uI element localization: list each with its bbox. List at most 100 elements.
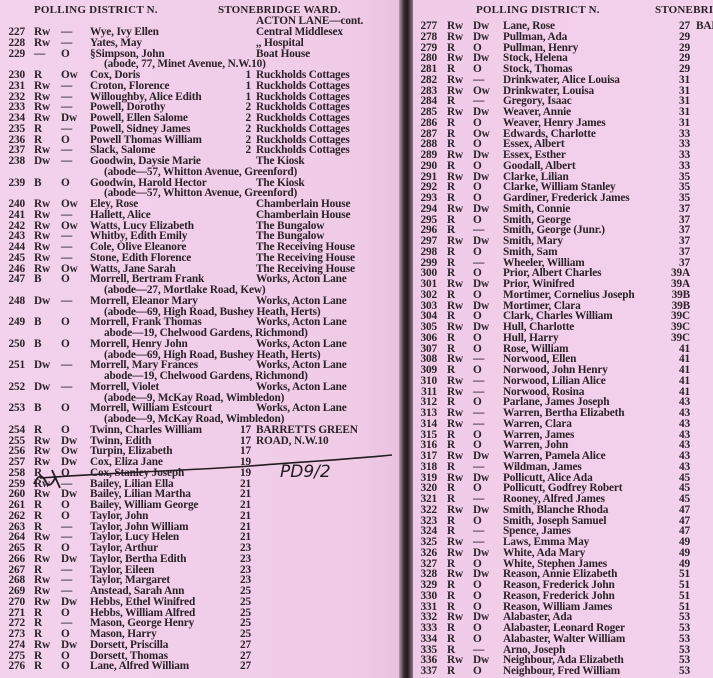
address: Works, Acton Lane — [256, 316, 347, 329]
entry-number: 275 — [8, 649, 26, 662]
qualification: Rw — [34, 198, 51, 210]
house-number: 21 — [240, 499, 251, 511]
house-number: 39B — [671, 288, 691, 301]
elector-name: Neighbour, Fred William — [503, 665, 620, 677]
elector-name: Anstead, Sarah Ann — [90, 585, 185, 597]
entry-number: 248 — [8, 294, 26, 307]
entry-number: 253 — [8, 402, 26, 415]
address: Ruckholds Cottages — [256, 144, 350, 157]
house-number: 25 — [240, 585, 251, 597]
elector-name: Weaver, Annie — [503, 106, 571, 118]
elector-name: Laws, Emma May — [503, 536, 590, 548]
qualification: O — [473, 245, 482, 258]
qualification: R — [447, 127, 456, 140]
qualification: — — [61, 477, 73, 490]
elector-name: Smith, George — [503, 213, 571, 226]
qualification: Ow — [61, 198, 78, 210]
qualification: Ow — [473, 84, 490, 97]
house-number: 43 — [679, 417, 690, 430]
entry-number: 234 — [8, 112, 26, 124]
qualification: Rw — [34, 531, 51, 544]
elector-name: Rooney, Alfred James — [503, 493, 605, 505]
elector-name: Taylor, Bertha Edith — [90, 552, 187, 565]
house-number: 27 — [679, 20, 690, 32]
house-number: 33 — [679, 149, 690, 161]
elector-name: Gregory, Isaac — [503, 95, 572, 108]
entry-number: 308 — [420, 353, 438, 366]
qualification: Ow — [473, 127, 490, 140]
house-number: 35 — [679, 181, 690, 194]
elector-name: Reason, William James — [503, 600, 613, 613]
qualification: Ow — [61, 445, 78, 458]
elector-name: Bailey, Lilian Ella — [90, 477, 174, 490]
elector-name: Pullman, Henry — [503, 41, 579, 54]
entry-number: 278 — [420, 30, 438, 43]
house-number: 39A — [670, 267, 690, 280]
qualification: — — [61, 563, 73, 576]
house-number: 37 — [679, 213, 690, 226]
entry-number: 254 — [8, 423, 26, 436]
qualification: O — [473, 267, 482, 280]
qualification: Dw — [61, 434, 78, 447]
entry-number: 318 — [420, 460, 438, 473]
qualification: R — [34, 509, 43, 522]
address: Boat House — [256, 47, 311, 60]
house-number: 33 — [679, 159, 690, 172]
qualification: O — [473, 138, 482, 151]
qualification: — — [473, 417, 485, 430]
entry-number: 306 — [420, 331, 438, 344]
qualification: R — [447, 288, 456, 301]
entry-number: 273 — [8, 628, 26, 640]
elector-name: Eley, Rose — [90, 198, 139, 210]
entry-number: 332 — [420, 611, 438, 624]
qualification: — — [61, 241, 73, 253]
house-number: 51 — [679, 600, 690, 613]
entry-number: 315 — [420, 428, 438, 441]
entry-number: 284 — [420, 95, 438, 108]
qualification: Rw — [34, 208, 51, 221]
house-number: 51 — [679, 579, 690, 591]
qualification: Rw — [447, 299, 464, 312]
qualification: Dw — [473, 202, 490, 215]
entry-number: 302 — [420, 288, 438, 301]
qualification: Dw — [34, 155, 51, 167]
entry-number: 267 — [8, 563, 26, 576]
qualification: R — [447, 665, 456, 677]
qualification: Dw — [34, 294, 51, 307]
qualification: R — [447, 460, 456, 473]
qualification: Dw — [61, 488, 78, 501]
house-number: 49 — [679, 557, 690, 570]
house-number: 29 — [679, 30, 690, 43]
elector-name: Morrell, Henry John — [90, 337, 188, 350]
elector-name: Prior, Winifred — [503, 278, 575, 290]
elector-name: Goodwin, Daysie Marie — [90, 155, 201, 167]
entry-number: 281 — [420, 63, 438, 75]
elector-name: Yates, May — [90, 36, 142, 49]
entry-number: 327 — [420, 557, 438, 570]
elector-name: Slack, Salome — [90, 144, 156, 157]
entry-number: 228 — [8, 36, 26, 49]
elector-name: Norwood, John Henry — [503, 364, 608, 376]
house-number: 17 — [240, 445, 251, 458]
qualification: — — [61, 101, 73, 114]
entry-number: 303 — [420, 299, 438, 312]
qualification: Rw — [447, 353, 464, 366]
house-number: 37 — [679, 245, 690, 258]
entry-number: 249 — [8, 316, 26, 329]
entry-number: 274 — [8, 638, 26, 651]
entry-number: 299 — [420, 256, 438, 269]
elector-name: Alabaster, Ada — [503, 611, 573, 624]
elector-name: Watts, Jane Sarah — [90, 262, 176, 275]
house-number: 53 — [679, 622, 690, 634]
qualification: Rw — [447, 202, 464, 215]
house-number: 25 — [240, 617, 251, 630]
address: Works, Acton Lane — [256, 359, 347, 372]
house-number: 2 — [245, 133, 252, 146]
elector-name: Rose, William — [503, 342, 569, 355]
qualification: Rw — [447, 407, 464, 419]
qualification: Rw — [34, 79, 51, 92]
handwritten-annotation: PD9/2 — [280, 462, 331, 482]
abode: (abode—69, High Road, Bushey Heath, Hert… — [104, 348, 321, 361]
qualification: B — [34, 402, 42, 415]
qualification: R — [34, 122, 43, 135]
